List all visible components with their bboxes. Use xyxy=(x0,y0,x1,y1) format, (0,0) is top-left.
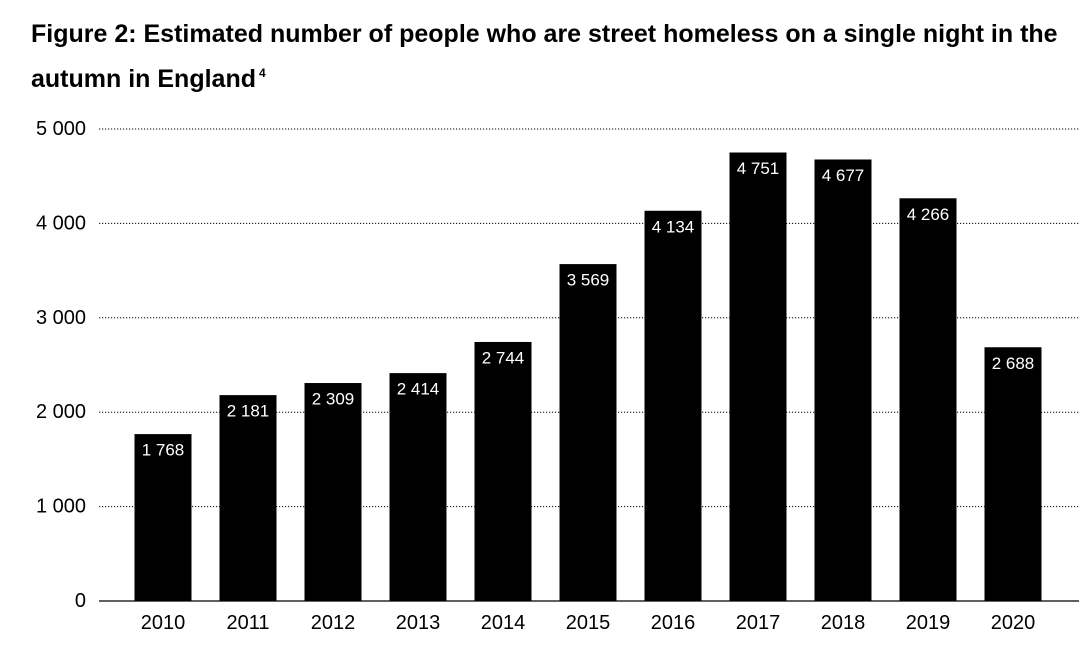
bar-2019 xyxy=(899,198,957,601)
x-tick-label: 2010 xyxy=(141,612,186,634)
bar-value-label: 3 569 xyxy=(567,271,610,290)
y-axis-tick-labels: 0 1 000 2 000 3 000 4 000 5 000 xyxy=(36,118,86,612)
x-tick-label: 2014 xyxy=(481,612,526,634)
bar-value-label: 2 688 xyxy=(992,354,1035,373)
bar-2016 xyxy=(644,210,702,601)
x-tick-label: 2011 xyxy=(226,612,269,634)
bar-2020 xyxy=(984,347,1042,601)
bar-value-label: 4 677 xyxy=(822,166,865,185)
bar-2014 xyxy=(474,341,532,601)
x-tick-label: 2017 xyxy=(736,612,781,634)
y-tick-label: 0 xyxy=(75,590,86,612)
x-tick-label: 2012 xyxy=(311,612,356,634)
bar-2017 xyxy=(729,152,787,601)
bar-2015 xyxy=(559,264,617,601)
chart-title: Figure 2: Estimated number of people who… xyxy=(31,12,1081,102)
y-tick-label: 1 000 xyxy=(36,496,86,518)
x-tick-label: 2015 xyxy=(566,612,611,634)
bar-value-label: 1 768 xyxy=(142,441,185,460)
x-tick-label: 2013 xyxy=(396,612,441,634)
bar-2018 xyxy=(814,159,872,601)
bar-value-label: 2 309 xyxy=(312,390,355,409)
bar-2011 xyxy=(219,395,277,601)
x-tick-label: 2020 xyxy=(991,612,1036,634)
bar-value-label: 2 181 xyxy=(227,402,270,421)
chart-title-text: Figure 2: Estimated number of people who… xyxy=(31,20,1058,93)
bar-value-label: 4 266 xyxy=(907,205,950,224)
bar-2013 xyxy=(389,373,447,601)
bar-2010 xyxy=(134,434,192,601)
bar-2012 xyxy=(304,383,362,601)
bars: 1 768 2 181 2 309 2 414 2 744 3 569 4 134 4 751… xyxy=(134,152,1042,601)
y-tick-label: 5 000 xyxy=(36,118,86,140)
footnote-marker: 4 xyxy=(259,66,266,80)
y-tick-label: 2 000 xyxy=(36,401,86,423)
bar-value-label: 4 751 xyxy=(737,159,780,178)
x-axis-tick-labels: 2010 2011 2012 2013 2014 2015 2016 2017 2018 2019… xyxy=(141,612,1036,634)
x-tick-label: 2016 xyxy=(651,612,696,634)
y-tick-label: 3 000 xyxy=(36,307,86,329)
bar-value-label: 2 414 xyxy=(397,380,440,399)
bar-value-label: 4 134 xyxy=(652,217,695,236)
x-tick-label: 2019 xyxy=(906,612,951,634)
bar-value-label: 2 744 xyxy=(482,348,525,367)
y-tick-label: 4 000 xyxy=(36,212,86,234)
x-tick-label: 2018 xyxy=(821,612,866,634)
